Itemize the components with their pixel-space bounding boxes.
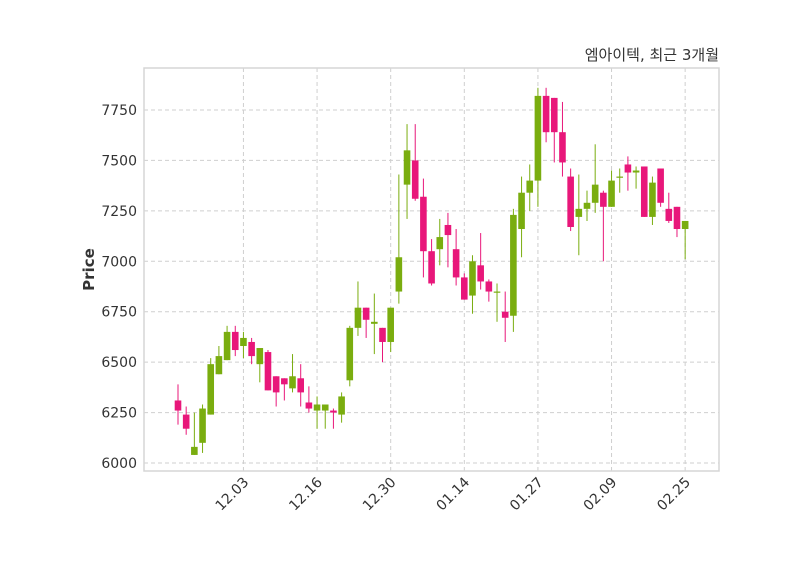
candle-body	[240, 337, 247, 347]
candle-body	[559, 132, 566, 163]
candle-body	[264, 352, 272, 391]
candle-body	[485, 281, 493, 292]
candle-body	[444, 224, 452, 236]
x-tick-label: 02.25	[654, 475, 694, 515]
candle-body	[616, 176, 624, 178]
candle-body	[493, 291, 501, 293]
candle-body	[420, 196, 427, 252]
y-tick-label: 7750	[101, 103, 137, 119]
candle-body	[632, 170, 640, 173]
candle-body	[583, 202, 591, 209]
candle-body	[608, 180, 615, 207]
candle-body	[289, 376, 296, 389]
candle-body	[624, 164, 632, 173]
candle-body	[191, 446, 198, 455]
candle-body	[469, 261, 476, 296]
candle-body	[567, 176, 574, 227]
y-tick-label: 7000	[101, 254, 137, 270]
candle-body	[411, 160, 419, 199]
candle-body	[313, 404, 321, 411]
x-tick-label: 12.03	[213, 475, 253, 515]
candle-body	[436, 237, 444, 250]
candle-body	[518, 192, 525, 230]
x-tick-label: 12.30	[360, 475, 400, 515]
candle-body	[395, 257, 403, 292]
candle-body	[640, 166, 648, 217]
candle-body	[231, 331, 239, 351]
candle-body	[534, 95, 542, 181]
candle-body	[673, 206, 681, 230]
y-axis-label: Price	[80, 248, 98, 291]
candle-body	[371, 321, 378, 324]
y-tick-label: 7500	[101, 153, 137, 169]
candle-body	[600, 192, 607, 207]
candle-body	[199, 408, 206, 443]
y-tick-label: 6500	[101, 355, 137, 371]
x-tick-label: 12.16	[286, 474, 326, 514]
candle-body	[248, 341, 255, 357]
candle-body	[354, 307, 362, 328]
plot-frame	[143, 67, 720, 472]
y-tick-label: 7250	[101, 204, 137, 220]
candle-body	[665, 208, 673, 221]
candle-body	[223, 331, 231, 361]
candle-body	[510, 214, 517, 316]
candle-body	[403, 150, 411, 185]
candle-body	[681, 220, 689, 230]
candle-body	[297, 378, 304, 393]
candle-body	[428, 251, 435, 284]
candle-body	[272, 376, 280, 393]
candle-body	[281, 378, 288, 385]
candle-body	[338, 396, 345, 415]
candle-body	[591, 184, 599, 203]
x-tick-label: 01.27	[507, 475, 547, 515]
candle-body	[256, 348, 264, 365]
candle-body	[542, 95, 550, 133]
candle-body	[657, 168, 664, 203]
candle-body	[379, 327, 386, 342]
candle-body	[207, 364, 215, 415]
candle-body	[182, 414, 190, 429]
candle-body	[362, 307, 370, 320]
candle-body	[305, 402, 313, 409]
candle-body	[452, 249, 460, 278]
x-tick-label: 01.14	[433, 474, 473, 514]
y-tick-label: 6000	[101, 456, 137, 472]
candle-body	[346, 327, 354, 381]
candle-body	[501, 311, 509, 318]
candle-body	[387, 307, 394, 342]
candle-body	[477, 265, 484, 282]
candle-body	[550, 97, 558, 133]
candle-body	[330, 410, 337, 413]
candle-body	[575, 208, 583, 217]
y-tick-label: 6250	[101, 406, 137, 422]
candle-body	[215, 356, 223, 375]
candle-body	[174, 400, 182, 411]
x-tick-label: 02.09	[581, 475, 621, 515]
candle-body	[461, 277, 468, 300]
y-tick-label: 6750	[101, 305, 137, 321]
candle-body	[321, 404, 329, 411]
chart-title: 엠아이텍, 최근 3개월	[584, 46, 719, 64]
candle-body	[649, 182, 656, 217]
candle-body	[526, 180, 534, 193]
